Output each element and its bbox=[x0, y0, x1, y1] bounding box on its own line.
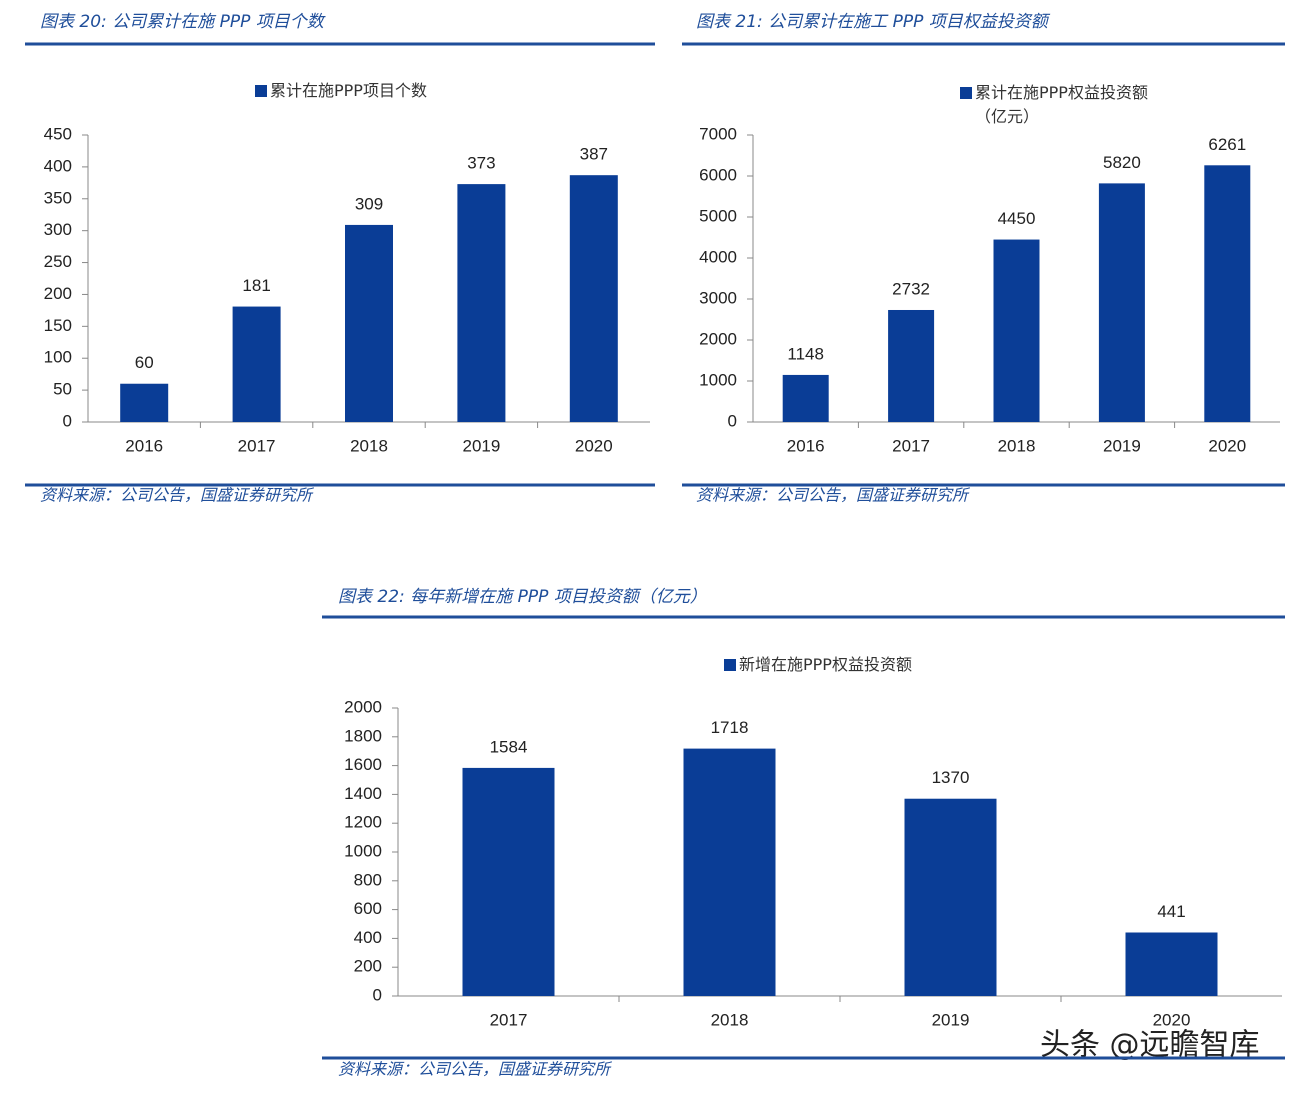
data-label: 5820 bbox=[1103, 153, 1141, 172]
y-tick-label: 5000 bbox=[699, 206, 737, 225]
legend: 新增在施PPP权益投资额 bbox=[739, 655, 912, 674]
bar bbox=[993, 239, 1040, 422]
x-tick-label: 2016 bbox=[125, 436, 163, 455]
data-label: 1148 bbox=[787, 344, 824, 363]
legend-label: 新增在施PPP权益投资额 bbox=[739, 655, 912, 674]
x-tick-label: 2017 bbox=[490, 1010, 528, 1029]
y-tick-label: 1800 bbox=[344, 726, 382, 745]
y-tick-label: 1200 bbox=[344, 813, 382, 832]
y-tick-label: 0 bbox=[63, 411, 72, 430]
figure-caption: 图表 22: 每年新增在施 PPP 项目投资额（亿元） bbox=[338, 587, 707, 607]
y-tick-label: 1600 bbox=[344, 755, 382, 774]
y-tick-label: 150 bbox=[44, 316, 72, 335]
y-tick-label: 1000 bbox=[699, 370, 737, 389]
legend-swatch bbox=[255, 85, 267, 97]
x-tick-label: 2017 bbox=[238, 436, 276, 455]
bar bbox=[782, 374, 829, 422]
y-tick-label: 300 bbox=[44, 220, 72, 239]
y-tick-label: 7000 bbox=[699, 124, 737, 143]
data-label: 2732 bbox=[892, 279, 930, 298]
legend-swatch bbox=[960, 87, 972, 99]
bar bbox=[457, 184, 506, 422]
bar bbox=[1204, 165, 1251, 422]
bar bbox=[232, 306, 281, 422]
figure-caption: 图表 20: 公司累计在施 PPP 项目个数 bbox=[40, 12, 326, 32]
legend-label: 累计在施PPP项目个数 bbox=[270, 81, 427, 100]
y-tick-label: 400 bbox=[44, 156, 72, 175]
y-tick-label: 3000 bbox=[699, 288, 737, 307]
x-tick-label: 2020 bbox=[575, 436, 613, 455]
y-tick-label: 6000 bbox=[699, 165, 737, 184]
data-label: 1370 bbox=[932, 768, 970, 787]
source-note: 资料来源：公司公告，国盛证券研究所 bbox=[40, 486, 315, 505]
legend-swatch bbox=[724, 659, 736, 671]
y-tick-label: 350 bbox=[44, 188, 72, 207]
data-label: 373 bbox=[467, 154, 495, 173]
y-tick-label: 2000 bbox=[344, 697, 382, 716]
y-tick-label: 0 bbox=[373, 985, 382, 1004]
data-label: 1584 bbox=[490, 737, 528, 756]
x-tick-label: 2017 bbox=[892, 436, 930, 455]
data-label: 1718 bbox=[711, 718, 749, 737]
bar bbox=[888, 309, 935, 422]
y-tick-label: 600 bbox=[354, 899, 382, 918]
y-tick-label: 100 bbox=[44, 348, 72, 367]
data-label: 4450 bbox=[998, 209, 1036, 228]
bar bbox=[1125, 932, 1218, 996]
data-label: 309 bbox=[355, 194, 383, 213]
legend-label: 累计在施PPP权益投资额（亿元） bbox=[975, 83, 1148, 126]
y-tick-label: 50 bbox=[53, 380, 72, 399]
x-tick-label: 2018 bbox=[350, 436, 388, 455]
data-label: 387 bbox=[580, 145, 608, 164]
y-tick-label: 1400 bbox=[344, 784, 382, 803]
x-tick-label: 2018 bbox=[998, 436, 1036, 455]
bar bbox=[345, 224, 393, 422]
y-tick-label: 200 bbox=[44, 284, 72, 303]
y-tick-label: 1000 bbox=[344, 841, 382, 860]
x-tick-label: 2020 bbox=[1153, 1010, 1191, 1029]
bar bbox=[904, 798, 997, 996]
x-tick-label: 2020 bbox=[1208, 436, 1246, 455]
bar bbox=[462, 767, 555, 996]
x-tick-label: 2018 bbox=[711, 1010, 749, 1029]
data-label: 181 bbox=[242, 276, 270, 295]
bar bbox=[120, 383, 169, 422]
y-tick-label: 2000 bbox=[699, 329, 737, 348]
y-tick-label: 450 bbox=[44, 124, 72, 143]
x-tick-label: 2016 bbox=[787, 436, 825, 455]
data-label: 441 bbox=[1157, 902, 1185, 921]
data-label: 60 bbox=[135, 353, 154, 372]
x-tick-label: 2019 bbox=[462, 436, 500, 455]
figure-caption: 图表 21: 公司累计在施工 PPP 项目权益投资额 bbox=[696, 12, 1051, 32]
y-tick-label: 200 bbox=[354, 957, 382, 976]
source-note: 资料来源：公司公告，国盛证券研究所 bbox=[338, 1060, 613, 1079]
legend: 累计在施PPP权益投资额（亿元） bbox=[975, 83, 1148, 126]
data-label: 6261 bbox=[1208, 135, 1246, 154]
y-tick-label: 800 bbox=[354, 870, 382, 889]
y-tick-label: 4000 bbox=[699, 247, 737, 266]
y-tick-label: 400 bbox=[354, 928, 382, 947]
legend: 累计在施PPP项目个数 bbox=[270, 81, 427, 100]
bar bbox=[569, 175, 618, 422]
x-tick-label: 2019 bbox=[932, 1010, 970, 1029]
x-tick-label: 2019 bbox=[1103, 436, 1141, 455]
source-note: 资料来源：公司公告，国盛证券研究所 bbox=[696, 486, 971, 505]
bar bbox=[683, 748, 776, 996]
y-tick-label: 0 bbox=[728, 411, 737, 430]
y-tick-label: 250 bbox=[44, 252, 72, 271]
bar bbox=[1098, 183, 1145, 422]
